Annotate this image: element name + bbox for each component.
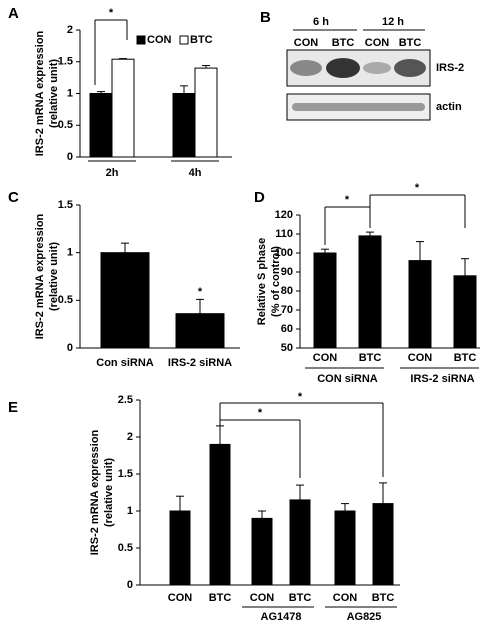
x-tick-label: CON <box>333 592 358 604</box>
y-axis-label: (relative unit) <box>48 242 60 311</box>
significance-mark: * <box>109 7 114 19</box>
y-tick-label: 1.5 <box>58 199 73 211</box>
y-tick-label: 1.5 <box>118 468 133 480</box>
y-tick-label: 2 <box>127 431 133 443</box>
band-label: actin <box>436 101 462 113</box>
y-tick-label: 2.5 <box>118 394 133 406</box>
legend-label: BTC <box>190 34 213 46</box>
y-tick-label: 0.5 <box>58 119 73 131</box>
panel-label: B <box>260 9 271 26</box>
bar <box>453 275 477 349</box>
y-axis-label: Relative S phase <box>256 238 268 325</box>
bar <box>408 260 432 349</box>
y-tick-label: 120 <box>275 209 293 221</box>
x-tick-label: 2h <box>106 167 119 179</box>
x-tick-label: BTC <box>454 352 477 364</box>
x-tick-label: Con siRNA <box>96 357 154 369</box>
band-label: IRS-2 <box>436 62 464 74</box>
y-tick-label: 50 <box>281 342 293 354</box>
legend-swatch <box>179 35 189 45</box>
group-label: AG825 <box>347 611 382 623</box>
lane-label: CON <box>365 37 390 49</box>
group-label: IRS-2 siRNA <box>410 373 474 385</box>
time-label: 12 h <box>382 16 404 28</box>
legend-label: CON <box>147 34 172 46</box>
y-axis-label: IRS-2 mRNA expression <box>34 213 46 339</box>
y-tick-label: 0 <box>67 151 73 163</box>
y-tick-label: 1.5 <box>58 56 73 68</box>
bar <box>372 503 394 586</box>
y-tick-label: 0 <box>67 342 73 354</box>
y-tick-label: 0 <box>127 579 133 591</box>
lane-label: CON <box>294 37 319 49</box>
band <box>326 58 360 78</box>
y-tick-label: 1 <box>67 247 73 259</box>
x-tick-label: CON <box>313 352 338 364</box>
y-axis-label: IRS-2 mRNA expression <box>34 30 46 156</box>
y-tick-label: 0.5 <box>58 294 73 306</box>
y-tick-label: 2 <box>67 24 73 36</box>
time-label: 6 h <box>313 16 329 28</box>
legend-swatch <box>136 35 146 45</box>
bar <box>172 93 196 158</box>
x-tick-label: BTC <box>359 352 382 364</box>
lane-label: BTC <box>332 37 355 49</box>
significance-mark: * <box>298 391 303 403</box>
x-tick-label: CON <box>408 352 433 364</box>
bar <box>289 499 311 586</box>
y-tick-label: 80 <box>281 285 293 297</box>
significance-mark: * <box>345 194 350 206</box>
y-tick-label: 110 <box>275 228 293 240</box>
x-tick-label: BTC <box>209 592 232 604</box>
y-tick-label: 1 <box>127 505 133 517</box>
blot-panel: B 6 h 12 h CON BTC CON BTC IRS-2 actin <box>260 9 464 121</box>
y-tick-label: 70 <box>281 304 293 316</box>
x-tick-label: BTC <box>289 592 312 604</box>
band <box>394 59 426 77</box>
bar <box>209 443 231 586</box>
bar <box>100 252 150 349</box>
y-tick-label: 100 <box>275 247 293 259</box>
x-tick-label: IRS-2 siRNA <box>168 357 232 369</box>
bar <box>358 235 382 349</box>
y-tick-label: 90 <box>281 266 293 278</box>
panel-label: C <box>8 189 19 206</box>
significance-mark: * <box>415 182 420 194</box>
group-label: CON siRNA <box>317 373 378 385</box>
bar <box>334 510 356 586</box>
bar <box>89 93 113 158</box>
x-tick-label: 4h <box>189 167 202 179</box>
group-label: AG1478 <box>261 611 302 623</box>
band <box>290 60 322 76</box>
y-axis-label: (relative unit) <box>103 458 115 527</box>
panel-label: D <box>254 189 265 206</box>
y-tick-label: 60 <box>281 323 293 335</box>
x-tick-label: CON <box>250 592 275 604</box>
panel-label: A <box>8 5 19 22</box>
bar <box>111 58 135 158</box>
panel-label: E <box>8 399 18 416</box>
bar <box>169 510 191 586</box>
significance-mark: * <box>198 286 203 298</box>
y-tick-label: 1 <box>67 87 73 99</box>
y-axis-label: (% of control) <box>270 246 282 317</box>
x-tick-label: CON <box>168 592 193 604</box>
y-tick-label: 0.5 <box>118 542 133 554</box>
bar <box>194 67 218 158</box>
y-axis-label: IRS-2 mRNA expression <box>89 429 101 555</box>
band <box>292 103 425 111</box>
x-tick-label: BTC <box>372 592 395 604</box>
bar <box>251 517 273 586</box>
lane-label: BTC <box>399 37 422 49</box>
y-axis-label: (relative unit) <box>48 59 60 128</box>
bar <box>313 252 337 349</box>
significance-mark: * <box>258 407 263 419</box>
band <box>363 62 391 74</box>
bar <box>175 313 225 349</box>
